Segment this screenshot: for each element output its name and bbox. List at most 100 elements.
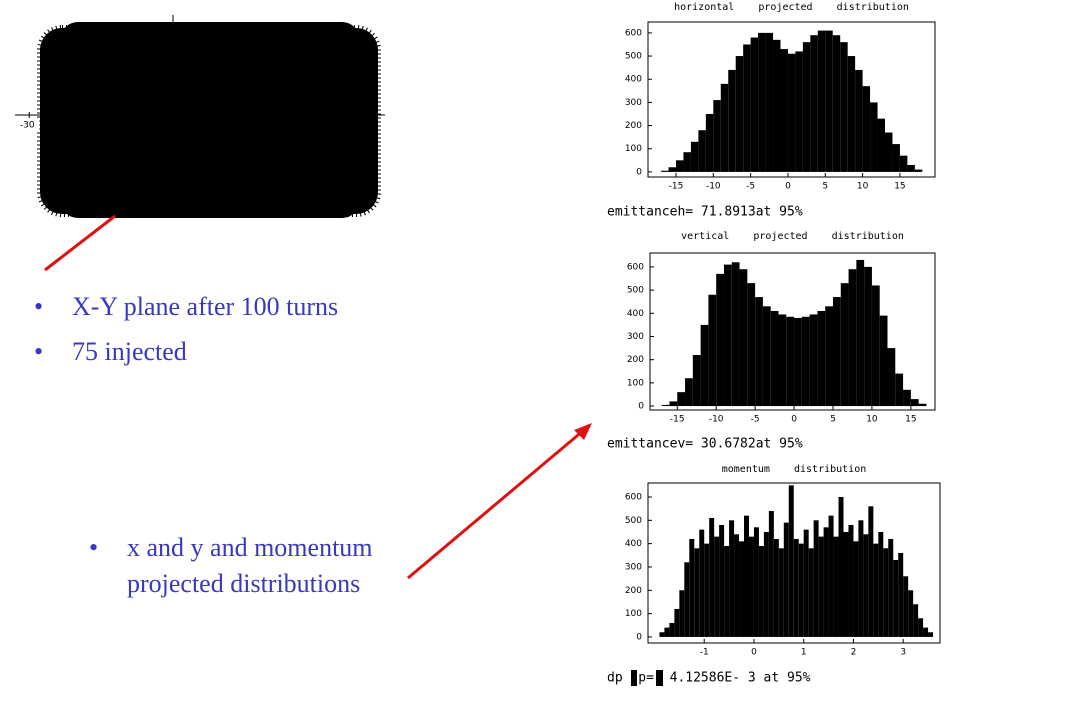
arrow <box>407 428 585 580</box>
hist-bar <box>856 259 865 407</box>
hist-bar <box>739 541 745 637</box>
hist-bar <box>720 83 729 172</box>
hist-bar <box>705 113 714 172</box>
hist-bar <box>918 618 924 637</box>
hist-bar <box>762 306 771 407</box>
hist-bar <box>868 506 874 637</box>
hist-bar <box>910 399 919 407</box>
hist-bar <box>674 608 680 637</box>
hist-bar <box>798 543 804 637</box>
x-tick-label: 5 <box>830 415 836 425</box>
hist-bar <box>848 269 857 407</box>
cursor-block <box>656 670 663 686</box>
hist-bar <box>802 42 811 172</box>
x-tick-label: -15 <box>669 182 684 192</box>
hist-bar <box>887 348 896 407</box>
hist-bar <box>719 524 725 637</box>
chart-title: momentum distribution <box>722 464 867 475</box>
plot-frame <box>647 21 936 178</box>
hist-bar <box>817 310 826 407</box>
hist-bar <box>884 132 893 172</box>
hist-bar <box>864 266 872 407</box>
hist-bar <box>871 285 880 407</box>
caption: emittanceh= 71.8913at 95% <box>607 205 803 220</box>
hist-bar <box>750 37 759 172</box>
hist-bar <box>709 517 715 637</box>
hist-bar <box>878 531 884 637</box>
cursor-block <box>631 670 637 686</box>
y-tick-label: 200 <box>625 121 642 131</box>
y-tick-label: 600 <box>625 28 642 38</box>
hist-bar <box>755 297 763 407</box>
hist-bar <box>729 520 735 637</box>
hist-bar <box>795 51 803 172</box>
hist-bar <box>832 297 841 407</box>
y-tick-label: 600 <box>627 262 644 272</box>
hist-bar <box>778 548 784 637</box>
hist-bar <box>683 152 691 172</box>
hist-bar <box>870 102 878 172</box>
hist-bar <box>716 273 724 407</box>
hist-bar <box>828 515 834 637</box>
hist-bar <box>768 510 774 637</box>
hist-bar <box>817 30 826 172</box>
hist-bar <box>778 314 787 407</box>
hist-bar <box>714 536 720 637</box>
hist-bar <box>928 632 934 637</box>
hist-bar <box>783 522 789 637</box>
hist-bar <box>743 44 751 172</box>
bullet-text: 75 injected <box>72 337 187 366</box>
hist-bar <box>893 559 899 637</box>
hist-bar <box>801 316 810 407</box>
x-tick-label: -10 <box>706 182 721 192</box>
x-tick-label: -15 <box>670 415 685 425</box>
hist-bar <box>708 294 717 407</box>
hist-bar <box>664 627 670 637</box>
hist-bar <box>669 401 678 407</box>
hist-bar <box>748 536 754 637</box>
hist-bar <box>739 269 748 407</box>
tick-label-bg <box>17 119 40 131</box>
hist-bar <box>818 536 824 637</box>
hist-bar <box>724 545 730 637</box>
hist-bar <box>770 310 779 407</box>
hist-bar <box>758 545 764 637</box>
hist-bar <box>699 529 705 637</box>
hist-bar <box>892 144 900 172</box>
hist-bar <box>692 355 701 407</box>
hist-bar <box>659 632 665 637</box>
hist-bar <box>689 538 695 637</box>
hist-bar <box>668 167 676 172</box>
hist-bar <box>883 548 889 637</box>
hist-bar <box>765 32 774 172</box>
hist-bar <box>838 496 844 637</box>
bullet-dot: • <box>34 292 44 321</box>
hist-bar <box>898 552 904 637</box>
y-tick-label: 300 <box>627 332 644 342</box>
x-tick-label: 1 <box>801 648 807 658</box>
hist-bar <box>858 520 864 637</box>
arrow-head <box>574 423 592 440</box>
chart-title: horizontal projected distribution <box>674 2 909 13</box>
hist-bar <box>704 543 710 637</box>
x-tick-label: 5 <box>822 182 828 192</box>
y-tick-label: 200 <box>627 355 644 365</box>
hist-bar <box>888 538 894 637</box>
x-tick-label: 10 <box>866 415 878 425</box>
hist-bar <box>773 538 779 637</box>
caption: dp p= 4.12586E- 3 at 95% <box>607 671 811 686</box>
y-tick-label: 600 <box>625 492 642 502</box>
hist-bar <box>758 32 766 172</box>
x-tick-label: 0 <box>785 182 791 192</box>
plot-frame <box>649 252 936 411</box>
hist-bar <box>908 590 914 637</box>
hist-bar <box>825 30 833 172</box>
hist-bar <box>803 529 809 637</box>
hist-bar <box>918 403 927 407</box>
y-tick-label: 400 <box>627 309 644 319</box>
hist-bar <box>809 314 818 407</box>
plot-frame <box>647 482 941 644</box>
y-tick-label: 100 <box>627 378 644 388</box>
hist-bar <box>669 622 675 637</box>
